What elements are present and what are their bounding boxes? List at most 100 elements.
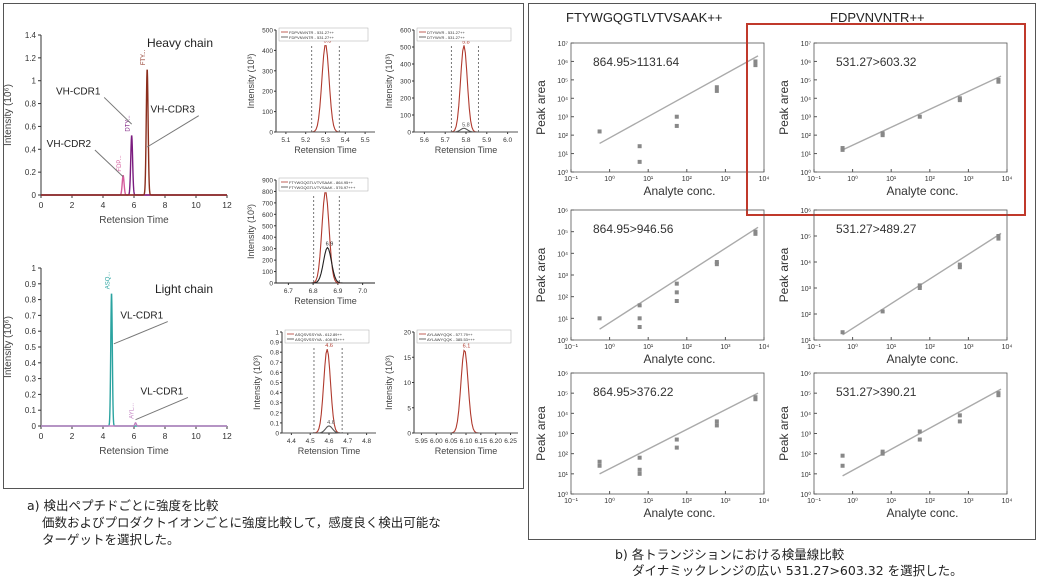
transition-label: 531.27>390.21 xyxy=(836,385,917,399)
y-tick-label: 0.8 xyxy=(270,350,279,357)
panel-a-frame xyxy=(3,3,524,489)
x-tick-label: 10⁻¹ xyxy=(807,344,821,351)
y-tick-label: 10¹ xyxy=(801,338,812,345)
y-tick-label: 0.6 xyxy=(25,327,37,336)
x-tick-label: 4.5 xyxy=(306,438,315,445)
data-point xyxy=(597,129,602,134)
x-tick-label: 10⁴ xyxy=(1002,176,1013,183)
y-tick-label: 100 xyxy=(262,269,273,276)
y-tick-label: 0.5 xyxy=(270,380,279,387)
x-tick-label: 10⁰ xyxy=(847,497,858,505)
x-tick-label: 6.8 xyxy=(309,288,318,295)
x-tick-label: 6 xyxy=(132,200,137,210)
annotation-label: VL-CDR1 xyxy=(120,311,163,322)
panel-b-caption-1: b) 各トランジションにおける検量線比較 xyxy=(615,547,845,562)
x-tick-label: 10¹ xyxy=(886,344,897,351)
y-tick-label: 0.4 xyxy=(25,359,37,368)
y-tick-label: 10⁴ xyxy=(557,96,568,103)
data-point xyxy=(957,265,962,270)
chart-heavy_chain: 0 0.2 0.4 0.6 0.8 1 1.2 1.4 0 2 4 6 8 10 12 Retension T… xyxy=(3,31,232,226)
xic-trace xyxy=(276,192,375,284)
x-tick-label: 4 xyxy=(101,431,106,441)
data-point xyxy=(917,283,922,288)
y-tick-label: 0.9 xyxy=(25,280,37,289)
x-tick-label: 5.2 xyxy=(301,137,310,144)
transition-label: 531.27>489.27 xyxy=(836,222,917,236)
data-point xyxy=(674,437,679,442)
chart-xic4: 0 0.1 0.2 0.3 0.4 0.5 0.6 0.7 0.8 0.9 1 4.4 4.5 4.6 4.… xyxy=(252,330,376,456)
y-tick-label: 600 xyxy=(262,212,273,219)
fit-line xyxy=(599,226,759,330)
y-tick-label: 0.6 xyxy=(270,370,279,377)
x-tick-label: 10² xyxy=(925,344,936,351)
x-tick-label: 10⁴ xyxy=(759,498,770,505)
chart-xic2: 0 100 200 300 400 500 600 5.6 5.7 5.8 5.9 6.0 Retens… xyxy=(384,27,518,155)
x-tick-label: 12 xyxy=(222,431,232,441)
peak-tag: FDP... xyxy=(117,155,123,172)
x-axis-title: Retension Time xyxy=(435,145,498,155)
x-axis-title: Retension Time xyxy=(298,446,361,456)
x-tick-label: 10² xyxy=(682,176,693,183)
x-tick-label: 10³ xyxy=(963,176,974,183)
fit-line xyxy=(842,75,1002,151)
xic-trace xyxy=(414,127,518,133)
data-point xyxy=(637,325,642,329)
peak-rt-label: 5.8 xyxy=(462,122,470,128)
legend-box xyxy=(416,27,512,42)
y-tick-label: 10 xyxy=(404,380,412,387)
y-tick-label: 15 xyxy=(404,355,412,362)
y-tick-label: 20 xyxy=(404,330,412,337)
xic-trace xyxy=(276,246,375,284)
y-tick-label: 10⁰ xyxy=(557,169,568,177)
y-tick-label: 10⁰ xyxy=(800,169,811,177)
y-axis-title: Intensity (10⁶) xyxy=(3,316,14,378)
y-tick-label: 10³ xyxy=(558,432,569,439)
y-tick-label: 10³ xyxy=(801,286,812,293)
chart-title: Heavy chain xyxy=(147,36,213,50)
peak-rt-label: 6.1 xyxy=(463,344,471,350)
x-tick-label: 5.9 xyxy=(482,137,491,144)
x-tick-label: 10⁰ xyxy=(604,175,615,183)
peak-rt-label: 4.6 xyxy=(327,420,335,426)
y-tick-label: 500 xyxy=(262,28,273,35)
y-tick-label: 0 xyxy=(32,191,37,200)
y-tick-label: 200 xyxy=(262,89,273,96)
x-tick-label: 10² xyxy=(682,344,693,351)
y-tick-label: 0.3 xyxy=(25,375,37,384)
y-tick-label: 500 xyxy=(400,45,411,52)
x-tick-label: 6.10 xyxy=(460,438,473,445)
y-tick-label: 600 xyxy=(400,28,411,35)
x-tick-label: 8 xyxy=(163,431,168,441)
x-tick-label: 6.0 xyxy=(503,137,512,144)
chart-xic1: 0 100 200 300 400 500 5.1 5.2 5.3 5.4 5.5 Retension… xyxy=(246,28,375,155)
y-tick-label: 10¹ xyxy=(558,472,569,479)
y-axis-title: Intensity (10³) xyxy=(246,204,256,259)
x-tick-label: 10⁻¹ xyxy=(564,344,578,351)
plot-frame xyxy=(813,209,1008,341)
y-axis-title: Intensity (10⁶) xyxy=(3,84,14,146)
x-tick-label: 10⁰ xyxy=(604,497,615,505)
y-tick-label: 10⁰ xyxy=(557,491,568,499)
x-tick-label: 10⁻¹ xyxy=(807,498,821,505)
annotation-label: VH-CDR3 xyxy=(151,105,196,116)
y-tick-label: 10⁰ xyxy=(557,337,568,345)
y-tick-label: 300 xyxy=(400,79,411,86)
data-point xyxy=(917,429,922,434)
y-tick-label: 0.7 xyxy=(25,311,37,320)
annotation-leader xyxy=(113,321,168,345)
panel-a-caption-1: a) 検出ペプチドごとに強度を比較 xyxy=(27,498,219,513)
xic-legend: FTYWGQGTLVTVSAAK - 864.95++FTYWGQGTLVTVS… xyxy=(278,177,369,192)
x-tick-label: 6.00 xyxy=(430,438,443,445)
y-tick-label: 10⁵ xyxy=(557,230,568,237)
x-tick-label: 10¹ xyxy=(886,176,897,183)
data-point xyxy=(840,147,845,152)
data-point xyxy=(597,463,602,468)
x-axis-title: Retension Time xyxy=(294,296,357,306)
y-axis-title: Peak area xyxy=(534,406,548,461)
peak-tag: AYL... xyxy=(130,403,136,419)
chart-cal_531_489: 10¹ 10² 10³ 10⁴ 10⁵ 10⁶ 10⁻¹ 10⁰ 10¹ 10² 10³ 10⁴ Ana… xyxy=(777,208,1012,366)
x-axis-title: Retension Time xyxy=(435,446,498,456)
y-tick-label: 10³ xyxy=(801,432,812,439)
